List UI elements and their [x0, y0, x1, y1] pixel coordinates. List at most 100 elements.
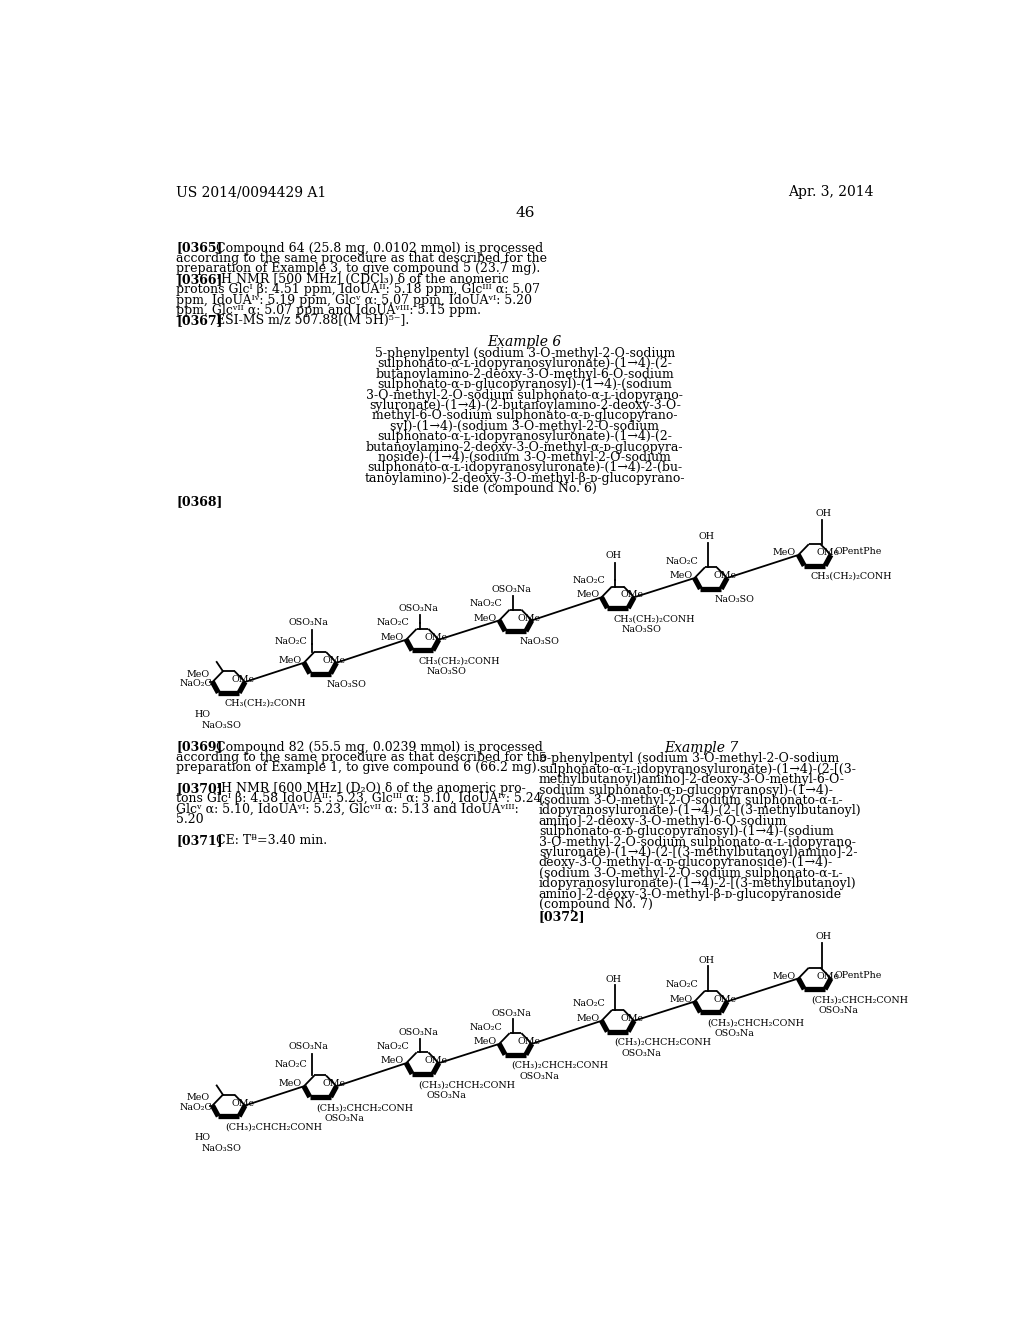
- Text: OSO₃Na: OSO₃Na: [492, 1008, 531, 1018]
- Text: OMe: OMe: [621, 590, 643, 599]
- Text: OMe: OMe: [817, 548, 840, 557]
- Text: 3-O-methyl-2-O-sodium sulphonato-α-ʟ-idopyrano-: 3-O-methyl-2-O-sodium sulphonato-α-ʟ-ido…: [539, 836, 856, 849]
- Text: [0369]: [0369]: [176, 741, 222, 754]
- Text: (sodium 3-O-methyl-2-O-sodium sulphonato-α-ʟ-: (sodium 3-O-methyl-2-O-sodium sulphonato…: [539, 867, 843, 880]
- Text: [0366]: [0366]: [176, 273, 222, 285]
- Text: syluronate)-(1→4)-(2-[(3-methylbutanoyl)amino]-2-: syluronate)-(1→4)-(2-[(3-methylbutanoyl)…: [539, 846, 857, 859]
- Text: preparation of Example 3, to give compound 5 (23.7 mg).: preparation of Example 3, to give compou…: [176, 263, 541, 276]
- Text: OSO₃Na: OSO₃Na: [398, 1028, 438, 1038]
- Text: noside)-(1→4)-(sodium 3-O-methyl-2-O-sodium: noside)-(1→4)-(sodium 3-O-methyl-2-O-sod…: [378, 451, 672, 465]
- Text: 5.20: 5.20: [176, 813, 204, 826]
- Text: MeO: MeO: [669, 572, 692, 581]
- Text: (CH₃)₂CHCH₂CONH: (CH₃)₂CHCH₂CONH: [614, 1038, 711, 1047]
- Text: according to the same procedure as that described for the: according to the same procedure as that …: [176, 252, 547, 265]
- Text: (CH₃)₂CHCH₂CONH: (CH₃)₂CHCH₂CONH: [225, 1122, 322, 1131]
- Text: NaO₂C: NaO₂C: [377, 618, 410, 627]
- Text: [0371]: [0371]: [176, 834, 222, 847]
- Text: OH: OH: [816, 932, 831, 941]
- Text: OSO₃Na: OSO₃Na: [715, 1030, 755, 1039]
- Text: amino]-2-deoxy-3-O-methyl-β-ᴅ-glucopyranoside: amino]-2-deoxy-3-O-methyl-β-ᴅ-glucopyran…: [539, 887, 842, 900]
- Text: sodium sulphonato-α-ᴅ-glucopyranosyl)-(1→4)-: sodium sulphonato-α-ᴅ-glucopyranosyl)-(1…: [539, 784, 833, 797]
- Text: NaO₂C: NaO₂C: [470, 1023, 503, 1032]
- Text: OH: OH: [816, 510, 831, 517]
- Text: OSO₃Na: OSO₃Na: [426, 1090, 466, 1100]
- Text: NaO₂C: NaO₂C: [665, 981, 697, 989]
- Text: Example 6: Example 6: [487, 335, 562, 348]
- Text: OSO₃Na: OSO₃Na: [289, 618, 329, 627]
- Text: OMe: OMe: [231, 676, 254, 684]
- Text: (sodium 3-O-methyl-2-O-sodium sulphonato-α-ʟ-: (sodium 3-O-methyl-2-O-sodium sulphonato…: [539, 795, 843, 807]
- Text: OMe: OMe: [425, 632, 447, 642]
- Text: sulphonato-α-ᴅ-glucopyranosyl)-(1→4)-(sodium: sulphonato-α-ᴅ-glucopyranosyl)-(1→4)-(so…: [378, 379, 672, 391]
- Text: sulphonato-α-ᴅ-glucopyranosyl)-(1→4)-(sodium: sulphonato-α-ᴅ-glucopyranosyl)-(1→4)-(so…: [539, 825, 834, 838]
- Text: NaO₂C: NaO₂C: [274, 1060, 307, 1069]
- Text: OMe: OMe: [323, 656, 346, 665]
- Text: [0368]: [0368]: [176, 495, 222, 508]
- Text: OH: OH: [699, 956, 715, 965]
- Text: side (compound No. 6): side (compound No. 6): [453, 482, 597, 495]
- Text: OSO₃Na: OSO₃Na: [398, 605, 438, 614]
- Text: OMe: OMe: [425, 1056, 447, 1065]
- Text: MeO: MeO: [187, 1093, 210, 1102]
- Text: NaO₂C: NaO₂C: [665, 557, 697, 566]
- Text: butanoylamino-2-deoxy-3-O-methyl-α-ᴅ-glucopyra-: butanoylamino-2-deoxy-3-O-methyl-α-ᴅ-glu…: [366, 441, 684, 454]
- Text: ¹H NMR [500 MHz] (CDCl₃) δ of the anomeric: ¹H NMR [500 MHz] (CDCl₃) δ of the anomer…: [216, 273, 508, 285]
- Text: Glcᵛ α: 5.10, IdoUAᵛᴵ: 5.23, Glcᵛᴵᴵ α: 5.13 and IdoUAᵛᴵᴵᴵ:: Glcᵛ α: 5.10, IdoUAᵛᴵ: 5.23, Glcᵛᴵᴵ α: 5…: [176, 803, 519, 816]
- Text: CH₃(CH₂)₂CONH: CH₃(CH₂)₂CONH: [225, 700, 306, 708]
- Text: 5-phenylpentyl (sodium 3-O-methyl-2-O-sodium: 5-phenylpentyl (sodium 3-O-methyl-2-O-so…: [375, 347, 675, 360]
- Text: OMe: OMe: [713, 572, 736, 581]
- Text: MeO: MeO: [381, 1056, 403, 1065]
- Text: [0365]: [0365]: [176, 242, 222, 255]
- Text: NaO₃SO: NaO₃SO: [622, 626, 662, 634]
- Text: OSO₃Na: OSO₃Na: [492, 585, 531, 594]
- Text: OSO₃Na: OSO₃Na: [818, 1006, 858, 1015]
- Text: MeO: MeO: [279, 656, 302, 665]
- Text: 3-O-methyl-2-O-sodium sulphonato-α-ʟ-idopyrano-: 3-O-methyl-2-O-sodium sulphonato-α-ʟ-ido…: [367, 388, 683, 401]
- Text: Compound 64 (25.8 mg, 0.0102 mmol) is processed: Compound 64 (25.8 mg, 0.0102 mmol) is pr…: [216, 242, 543, 255]
- Text: OH: OH: [606, 975, 622, 983]
- Text: OSO₃Na: OSO₃Na: [324, 1114, 364, 1123]
- Text: CH₃(CH₂)₂CONH: CH₃(CH₂)₂CONH: [811, 572, 892, 581]
- Text: NaO₂C: NaO₂C: [274, 636, 307, 645]
- Text: NaO₃SO: NaO₃SO: [715, 595, 755, 605]
- Text: NaO₃SO: NaO₃SO: [201, 1144, 241, 1152]
- Text: OMe: OMe: [231, 1098, 254, 1107]
- Text: amino]-2-deoxy-3-O-methyl-6-O-sodium: amino]-2-deoxy-3-O-methyl-6-O-sodium: [539, 814, 787, 828]
- Text: protons Glcᴵ β: 4.51 ppm, IdoUAᴵᴵ: 5.18 ppm, Glcᴵᴵᴵ α: 5.07: protons Glcᴵ β: 4.51 ppm, IdoUAᴵᴵ: 5.18 …: [176, 284, 540, 296]
- Text: CH₃(CH₂)₂CONH: CH₃(CH₂)₂CONH: [614, 614, 695, 623]
- Text: sulphonato-α-ʟ-idopyranosyluronate)-(1→4)-(2-: sulphonato-α-ʟ-idopyranosyluronate)-(1→4…: [378, 430, 672, 444]
- Text: according to the same procedure as that described for the: according to the same procedure as that …: [176, 751, 547, 764]
- Text: CH₃(CH₂)₂CONH: CH₃(CH₂)₂CONH: [419, 656, 500, 665]
- Text: MeO: MeO: [773, 972, 796, 981]
- Text: ppm, Glcᵛᴵᴵ α: 5.07 ppm and IdoUAᵛᴵᴵᴵ: 5.15 ppm.: ppm, Glcᵛᴵᴵ α: 5.07 ppm and IdoUAᵛᴵᴵᴵ: 5…: [176, 304, 481, 317]
- Text: NaO₃SO: NaO₃SO: [201, 721, 241, 730]
- Text: OPentPhe: OPentPhe: [834, 548, 882, 556]
- Text: MeO: MeO: [669, 995, 692, 1003]
- Text: tanoylamino)-2-deoxy-3-O-methyl-β-ᴅ-glucopyrano-: tanoylamino)-2-deoxy-3-O-methyl-β-ᴅ-gluc…: [365, 471, 685, 484]
- Text: Example 7: Example 7: [665, 741, 738, 755]
- Text: OH: OH: [606, 552, 622, 560]
- Text: NaO₂C: NaO₂C: [180, 1102, 213, 1111]
- Text: tons Glcᴵ β: 4.58 IdoUAᴵᴵ: 5.23, Glcᴵᴵᴵ α: 5.10, IdoUAᴵᵛ: 5.24,: tons Glcᴵ β: 4.58 IdoUAᴵᴵ: 5.23, Glcᴵᴵᴵ …: [176, 792, 546, 805]
- Text: OMe: OMe: [621, 1014, 643, 1023]
- Text: [0367]: [0367]: [176, 314, 222, 327]
- Text: NaO₂C: NaO₂C: [572, 576, 605, 585]
- Text: US 2014/0094429 A1: US 2014/0094429 A1: [176, 185, 327, 199]
- Text: OMe: OMe: [518, 614, 541, 623]
- Text: [0372]: [0372]: [539, 909, 586, 923]
- Text: syl)-(1→4)-(sodium 3-O-methyl-2-O-sodium: syl)-(1→4)-(sodium 3-O-methyl-2-O-sodium: [390, 420, 659, 433]
- Text: MeO: MeO: [381, 632, 403, 642]
- Text: NaO₂C: NaO₂C: [470, 599, 503, 609]
- Text: MeO: MeO: [474, 614, 497, 623]
- Text: OMe: OMe: [323, 1080, 346, 1089]
- Text: [0370]: [0370]: [176, 781, 222, 795]
- Text: ppm, IdoUAᴵᵛ: 5.19 ppm, Glcᵛ α: 5.07 ppm, IdoUAᵛᴵ: 5.20: ppm, IdoUAᴵᵛ: 5.19 ppm, Glcᵛ α: 5.07 ppm…: [176, 293, 532, 306]
- Text: (CH₃)₂CHCH₂CONH: (CH₃)₂CHCH₂CONH: [707, 1019, 804, 1027]
- Text: idopyranosyluronate)-(1→4)-(2-[(3-methylbutanoyl): idopyranosyluronate)-(1→4)-(2-[(3-methyl…: [539, 804, 861, 817]
- Text: NaO₂C: NaO₂C: [572, 999, 605, 1008]
- Text: HO: HO: [195, 1133, 211, 1142]
- Text: butanoylamino-2-deoxy-3-O-methyl-6-O-sodium: butanoylamino-2-deoxy-3-O-methyl-6-O-sod…: [376, 368, 674, 381]
- Text: (CH₃)₂CHCH₂CONH: (CH₃)₂CHCH₂CONH: [316, 1104, 414, 1113]
- Text: sulphonato-α-ʟ-idopyranosyluronate)-(1→4)-2-(bu-: sulphonato-α-ʟ-idopyranosyluronate)-(1→4…: [368, 462, 682, 474]
- Text: OMe: OMe: [518, 1038, 541, 1045]
